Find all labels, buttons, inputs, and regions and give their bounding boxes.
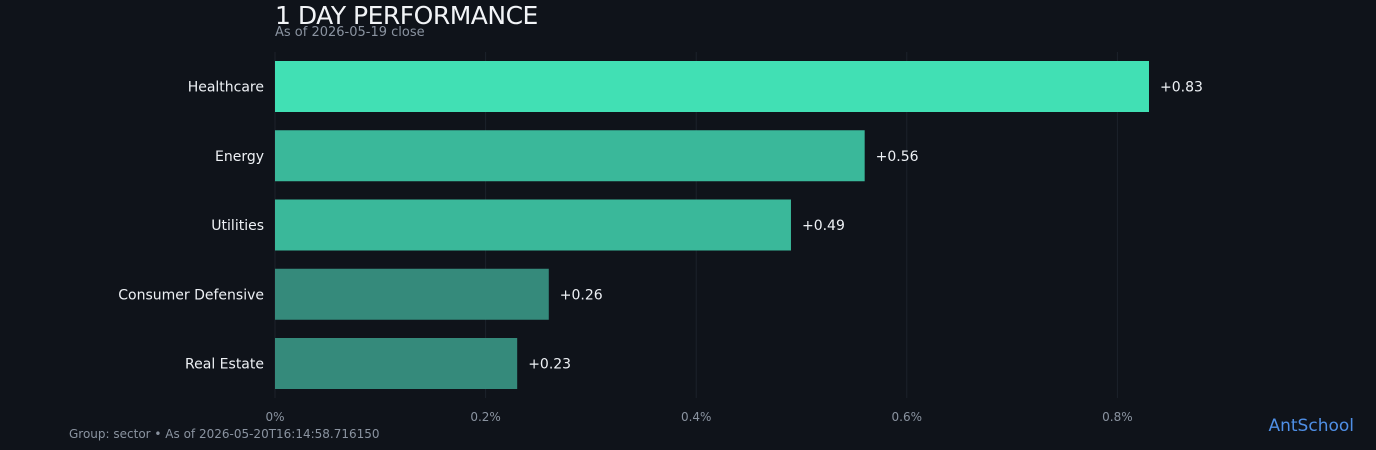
bar-healthcare[interactable] — [275, 61, 1149, 112]
chart-subtitle: As of 2026-05-19 close — [275, 25, 425, 40]
bar-consumer-defensive[interactable] — [275, 268, 549, 320]
category-label: Consumer Defensive — [118, 287, 264, 303]
category-label: Utilities — [211, 218, 264, 234]
value-label: +0.56 — [876, 149, 919, 165]
x-tick-label: 0% — [265, 410, 284, 424]
x-tick-label: 0.2% — [470, 410, 501, 424]
footer-note: Group: sector • As of 2026-05-20T16:14:5… — [69, 427, 380, 441]
category-label: Real Estate — [185, 357, 264, 373]
category-label: Energy — [215, 149, 264, 165]
category-label: Healthcare — [188, 80, 264, 96]
brand-logo-text[interactable]: AntSchool — [1268, 416, 1354, 436]
value-label: +0.83 — [1160, 80, 1203, 96]
value-label: +0.23 — [528, 357, 571, 373]
value-label: +0.26 — [560, 287, 603, 303]
bar-energy[interactable] — [275, 130, 865, 182]
x-axis-ticks: 0% 0.2% 0.4% 0.6% 0.8% — [265, 410, 1132, 424]
chart-title: 1 DAY PERFORMANCE — [275, 1, 538, 30]
x-tick-label: 0.4% — [681, 410, 712, 424]
bar-real-estate[interactable] — [275, 338, 518, 389]
bar-utilities[interactable] — [275, 199, 791, 251]
x-tick-label: 0.6% — [892, 410, 923, 424]
x-tick-label: 0.8% — [1102, 410, 1133, 424]
value-label: +0.49 — [802, 218, 845, 234]
bars: Healthcare +0.83 Energy +0.56 Utilities +0.49… — [118, 61, 1203, 389]
